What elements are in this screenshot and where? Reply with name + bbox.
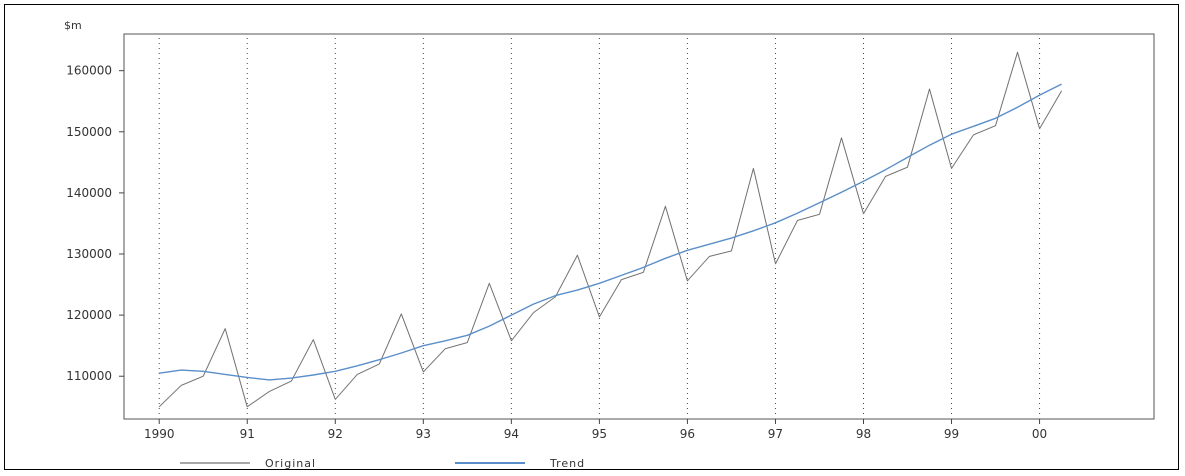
legend-label-trend: Trend: [549, 457, 585, 470]
x-tick-label: 93: [416, 427, 431, 441]
x-tick-label: 97: [768, 427, 783, 441]
x-tick-label: 98: [856, 427, 871, 441]
series-line-original-edge: [159, 51, 1062, 408]
y-axis-unit-label: $m: [64, 19, 82, 32]
y-tick-label: 160000: [66, 64, 112, 78]
y-tick-label: 120000: [66, 308, 112, 322]
x-tick-label: 91: [240, 427, 255, 441]
x-tick-label: 94: [504, 427, 519, 441]
x-tick-label: 00: [1032, 427, 1047, 441]
y-tick-label: 130000: [66, 247, 112, 261]
chart-frame: [4, 4, 1179, 470]
y-tick-label: 140000: [66, 186, 112, 200]
series-lines: [158, 51, 1063, 408]
x-tick-label: 99: [944, 427, 959, 441]
series-line-trend: [159, 83, 1062, 381]
plot-area: [123, 33, 1155, 420]
x-tick-label: 1990: [144, 427, 175, 441]
x-axis: 1990 91 92 93 94 95 96 97 98 99 00: [144, 419, 1047, 441]
legend-label-original: Original: [265, 457, 316, 470]
y-tick-label: 110000: [66, 369, 112, 383]
y-tick-label: 150000: [66, 125, 112, 139]
x-tick-label: 96: [680, 427, 695, 441]
grid-lines: [158, 38, 1041, 415]
series-line-original: [158, 51, 1063, 408]
legend: Original Trend: [180, 457, 585, 470]
y-axis: 110000 120000 130000 140000 150000 160000: [66, 64, 124, 383]
x-tick-label: 95: [592, 427, 607, 441]
x-tick-label: 92: [328, 427, 343, 441]
